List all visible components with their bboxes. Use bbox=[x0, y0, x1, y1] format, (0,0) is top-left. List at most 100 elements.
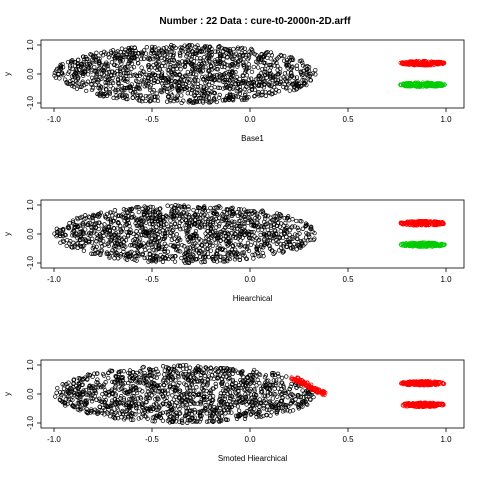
data-point bbox=[157, 66, 162, 71]
data-point bbox=[230, 73, 235, 78]
data-point bbox=[244, 65, 250, 70]
data-point bbox=[91, 251, 96, 257]
data-point bbox=[186, 100, 191, 105]
data-point bbox=[238, 207, 244, 212]
data-point bbox=[251, 80, 256, 85]
data-point bbox=[295, 79, 300, 84]
data-point bbox=[272, 250, 277, 255]
data-point bbox=[186, 239, 192, 244]
data-point bbox=[139, 56, 144, 62]
data-point bbox=[168, 91, 174, 96]
data-point bbox=[232, 257, 238, 262]
x-tick-label: 0.5 bbox=[342, 115, 354, 124]
data-point bbox=[214, 254, 219, 259]
data-point bbox=[255, 91, 260, 96]
data-point bbox=[150, 204, 155, 210]
data-point bbox=[133, 221, 138, 226]
data-point bbox=[286, 59, 291, 65]
x-tick-label: 1.0 bbox=[440, 275, 452, 284]
data-point bbox=[206, 95, 211, 100]
data-point bbox=[246, 53, 251, 58]
data-point bbox=[131, 64, 137, 70]
data-point bbox=[125, 234, 131, 239]
data-point bbox=[183, 81, 188, 87]
data-point bbox=[427, 62, 432, 67]
data-point bbox=[170, 86, 175, 91]
data-point bbox=[60, 65, 66, 70]
data-point bbox=[215, 219, 220, 224]
data-point bbox=[243, 52, 248, 58]
data-point bbox=[261, 403, 266, 409]
data-point bbox=[206, 82, 212, 88]
data-point bbox=[308, 71, 313, 77]
data-point bbox=[200, 210, 205, 215]
data-point bbox=[192, 93, 198, 98]
series-3 bbox=[398, 240, 447, 249]
data-point bbox=[79, 84, 84, 89]
data-point bbox=[176, 248, 181, 254]
data-point bbox=[160, 63, 165, 69]
data-point bbox=[130, 52, 135, 58]
data-point bbox=[257, 55, 262, 60]
data-point bbox=[142, 84, 147, 89]
data-point bbox=[115, 68, 120, 74]
data-point bbox=[90, 85, 96, 91]
data-point bbox=[194, 98, 199, 104]
data-point bbox=[115, 49, 120, 54]
data-point bbox=[193, 78, 198, 83]
data-point bbox=[293, 80, 298, 85]
data-point bbox=[116, 86, 121, 91]
data-point bbox=[133, 205, 139, 210]
data-point bbox=[106, 223, 112, 229]
data-point bbox=[116, 94, 121, 99]
data-point bbox=[144, 255, 150, 260]
data-point bbox=[216, 58, 222, 64]
data-point bbox=[147, 248, 152, 253]
data-point bbox=[299, 83, 304, 89]
data-point bbox=[153, 61, 159, 66]
data-point bbox=[224, 51, 229, 56]
data-point bbox=[233, 94, 239, 99]
data-point bbox=[176, 79, 181, 84]
data-point bbox=[234, 74, 240, 80]
data-point bbox=[105, 62, 110, 67]
data-point bbox=[146, 78, 151, 84]
data-point bbox=[155, 67, 160, 72]
data-point bbox=[272, 75, 277, 80]
data-point bbox=[116, 220, 121, 225]
data-point bbox=[197, 251, 202, 256]
data-point bbox=[129, 206, 135, 211]
data-point bbox=[212, 84, 217, 90]
data-point bbox=[233, 70, 238, 75]
data-point bbox=[206, 100, 211, 105]
data-point bbox=[118, 223, 123, 228]
data-point bbox=[143, 74, 148, 80]
data-point bbox=[81, 248, 87, 253]
x-axis-label: Base1 bbox=[241, 134, 264, 143]
data-point bbox=[243, 91, 248, 96]
data-point bbox=[285, 215, 290, 221]
data-point bbox=[305, 74, 310, 79]
data-point bbox=[95, 77, 100, 83]
data-point bbox=[205, 90, 210, 96]
data-point bbox=[172, 205, 177, 210]
data-point bbox=[268, 56, 273, 61]
data-point bbox=[244, 73, 250, 78]
data-point bbox=[201, 77, 206, 82]
data-point bbox=[141, 69, 146, 74]
data-point bbox=[146, 63, 152, 68]
data-point bbox=[252, 94, 257, 99]
data-point bbox=[81, 221, 86, 226]
data-point bbox=[89, 81, 94, 87]
data-point bbox=[277, 81, 283, 87]
data-point bbox=[217, 55, 223, 60]
data-point bbox=[120, 226, 126, 231]
data-point bbox=[265, 49, 270, 55]
data-point bbox=[215, 49, 220, 55]
data-point bbox=[253, 77, 259, 82]
data-point bbox=[148, 83, 154, 88]
data-point bbox=[122, 49, 127, 55]
data-point bbox=[67, 241, 72, 246]
data-point bbox=[196, 46, 201, 51]
data-point bbox=[103, 87, 109, 92]
